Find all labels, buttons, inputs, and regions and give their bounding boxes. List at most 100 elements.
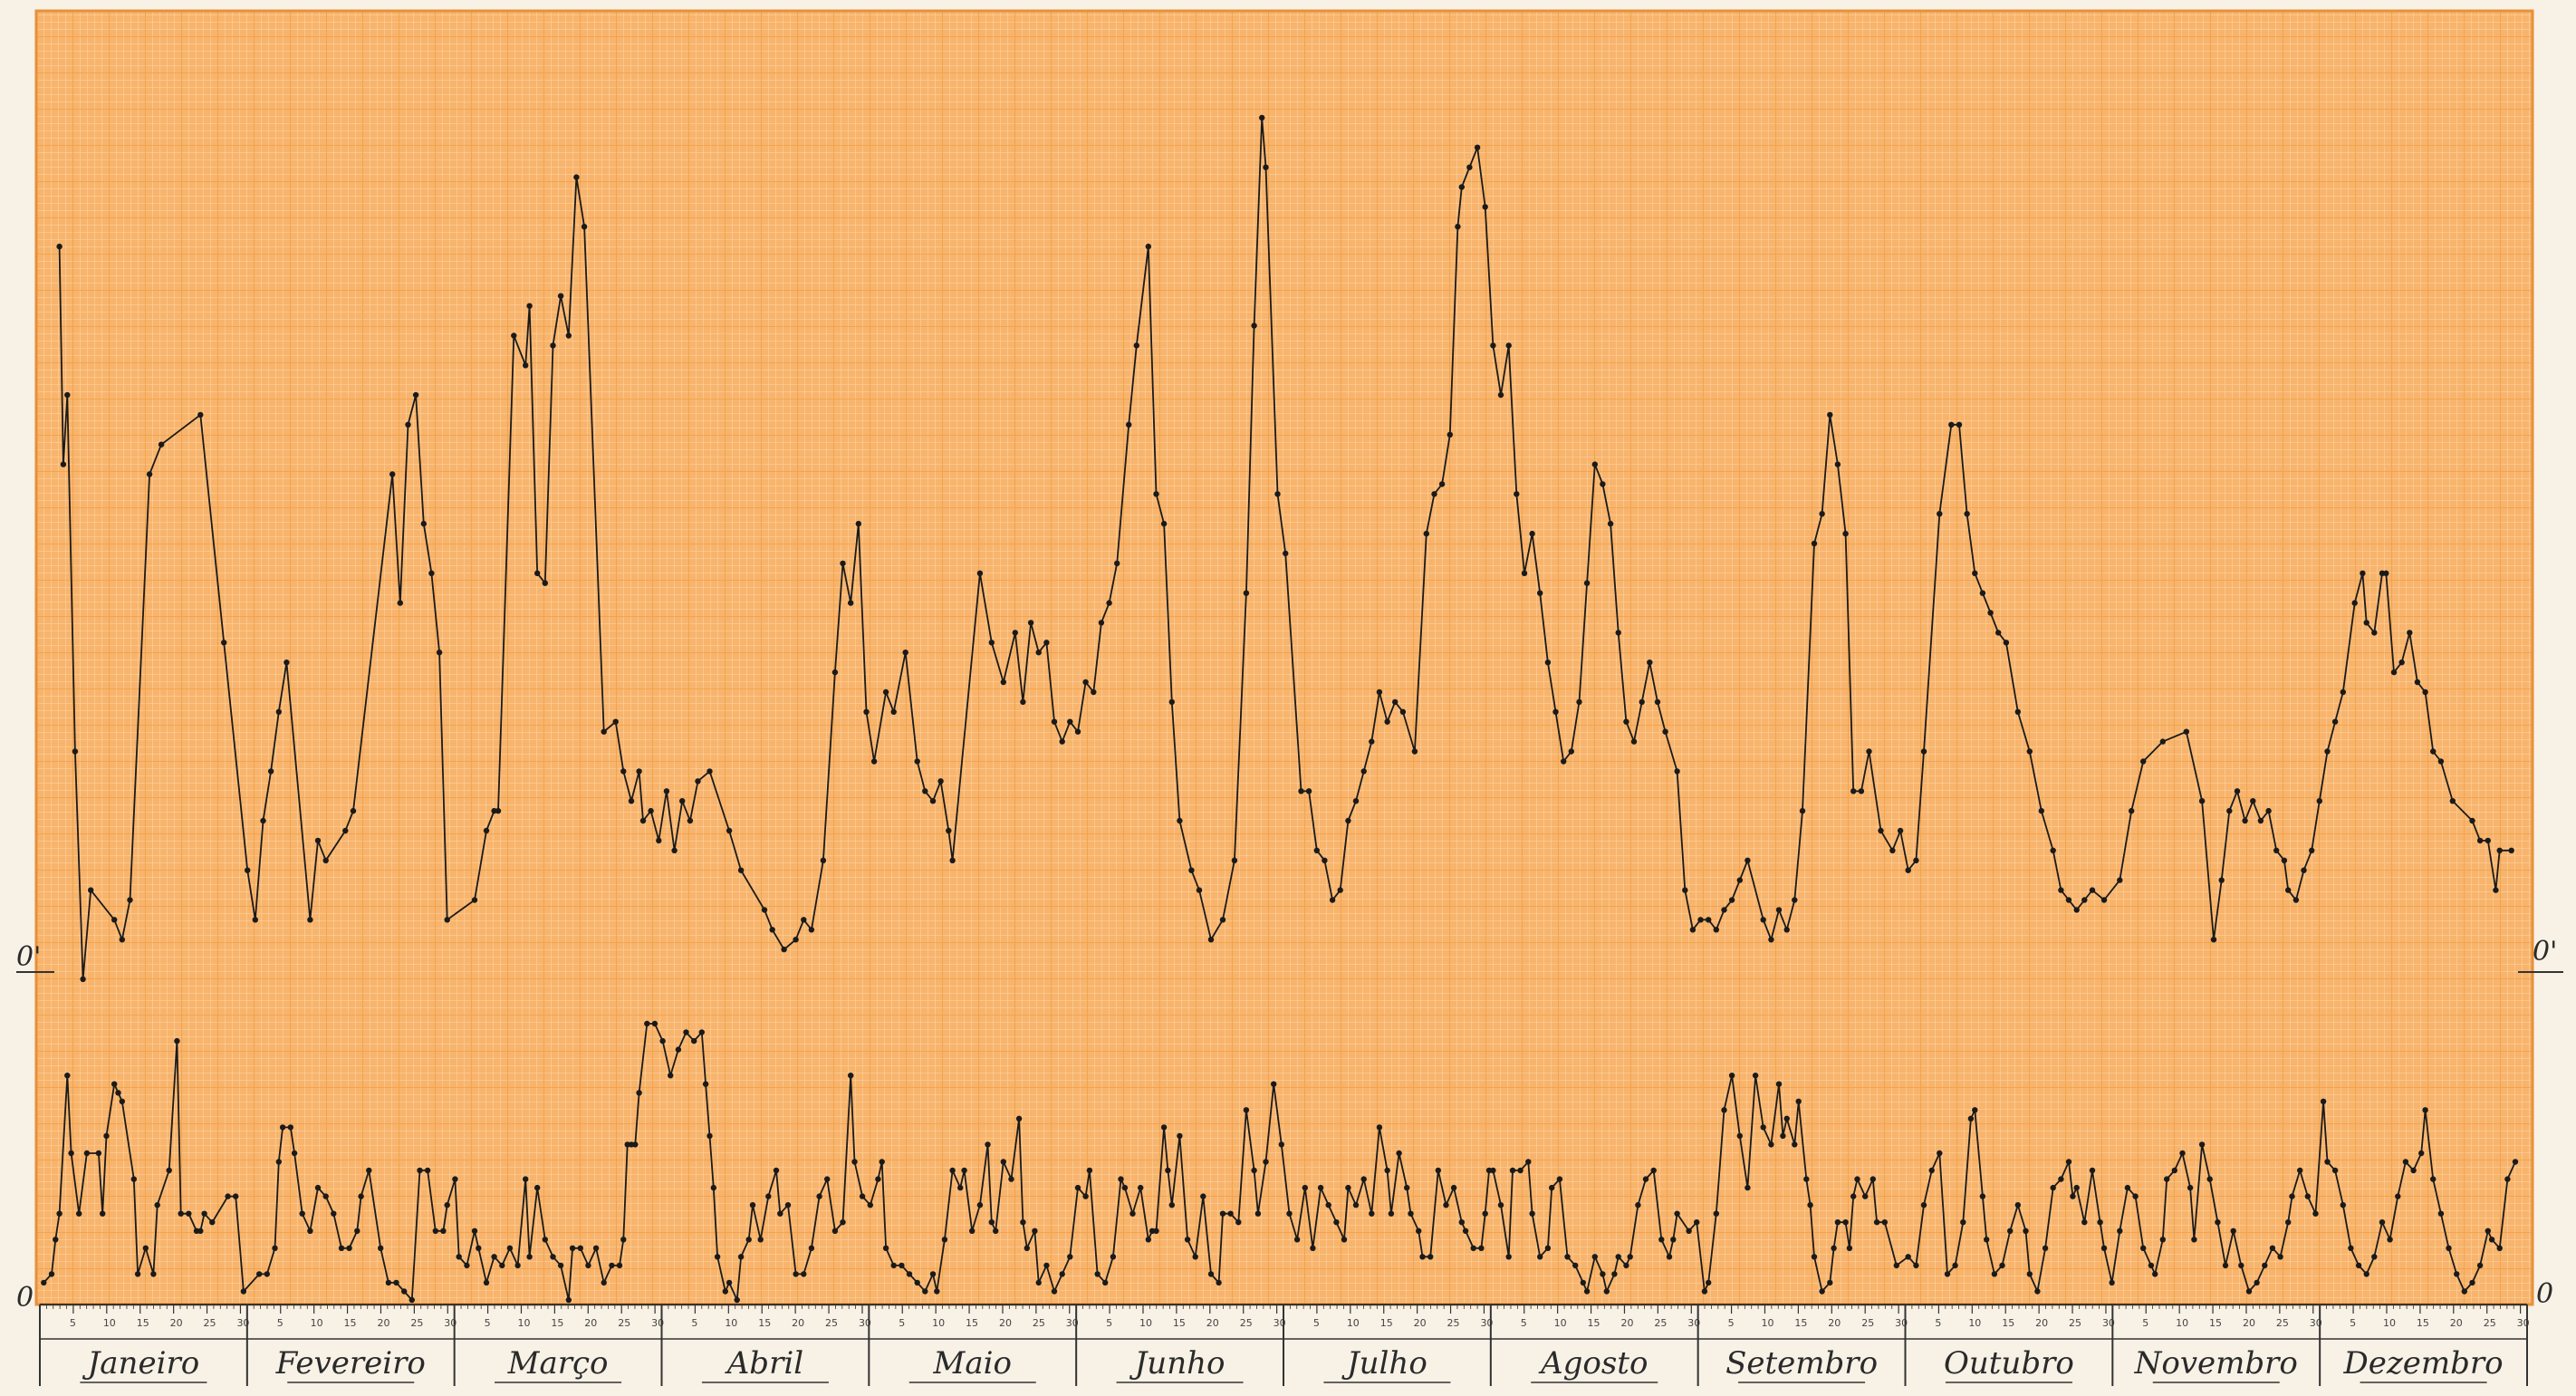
upper-series-point (2026, 748, 2033, 755)
lower-series-point (83, 1150, 91, 1157)
upper-series-point (2058, 887, 2064, 893)
lower-series-point (393, 1279, 399, 1286)
upper-series-point (267, 768, 274, 775)
lower-series-point (2023, 1228, 2029, 1235)
upper-series-point (1392, 698, 1399, 706)
upper-series-point (550, 342, 556, 349)
lower-series-point (331, 1210, 337, 1217)
lower-series-point (859, 1193, 866, 1199)
lower-series-point (354, 1228, 360, 1235)
lower-series-point (1694, 1219, 1700, 1226)
upper-series-point (2089, 887, 2096, 893)
upper-series-point (2493, 887, 2499, 893)
upper-series-point (1305, 788, 1312, 794)
upper-series-point (1000, 679, 1007, 686)
month-label-6: Junho (1129, 1345, 1226, 1382)
upper-series-point (1114, 560, 1120, 567)
lower-series-point (1435, 1167, 1442, 1174)
lower-series-point (592, 1245, 600, 1252)
lower-series-point (64, 1073, 71, 1079)
month-label-12: Dezembro (2343, 1345, 2504, 1382)
upper-series-point (639, 817, 647, 824)
lower-series-point (514, 1262, 521, 1269)
upper-series-point (1490, 342, 1496, 349)
upper-series-point (565, 332, 572, 339)
day-tick-label: 25 (1033, 1317, 1045, 1329)
lower-series-point (1121, 1184, 1129, 1191)
lower-series-point (2230, 1228, 2236, 1235)
upper-zero-label-left: 0' (16, 941, 41, 973)
lower-series-point (2206, 1176, 2213, 1182)
lower-series-point (322, 1193, 329, 1199)
upper-series-point (1458, 184, 1466, 190)
lower-series-point (1138, 1184, 1144, 1191)
day-tick-label: 20 (2450, 1317, 2463, 1329)
lower-series-point (1972, 1107, 1978, 1113)
day-tick-label: 5 (1728, 1317, 1735, 1329)
lower-series-point (890, 1262, 897, 1269)
upper-series-point (1576, 698, 1582, 706)
lower-series-point (1611, 1271, 1618, 1277)
lower-series-point (307, 1228, 313, 1235)
upper-series (56, 114, 2514, 983)
upper-series-point (2390, 669, 2398, 676)
lower-series-point (2446, 1245, 2452, 1252)
lower-series-point (2304, 1193, 2311, 1199)
upper-series-point (840, 560, 846, 567)
upper-series-point (1231, 857, 1238, 863)
lower-series-point (506, 1245, 514, 1252)
month-label-5: Maio (933, 1345, 1012, 1382)
lower-series-point (831, 1228, 839, 1235)
lower-series-point (2355, 1262, 2362, 1269)
day-tick-label: 20 (792, 1317, 804, 1329)
lower-series-point (2410, 1167, 2417, 1174)
upper-series-point (1775, 907, 1783, 913)
lower-series-point (1325, 1202, 1331, 1208)
lower-series-point (601, 1279, 607, 1286)
lower-series-point (1345, 1184, 1351, 1191)
lower-series-point (174, 1037, 180, 1045)
lower-series-point (409, 1296, 415, 1304)
upper-series-point (1035, 650, 1042, 656)
lower-series-point (1024, 1245, 1031, 1252)
lower-series-point (2026, 1271, 2033, 1277)
lower-series-point (1556, 1176, 1563, 1182)
upper-series-point (471, 897, 478, 903)
lower-series-point (745, 1237, 752, 1243)
lower-zero-label-right: 0 (2536, 1278, 2553, 1310)
lower-series-point (1352, 1202, 1360, 1208)
upper-series-point (1964, 511, 1970, 517)
lower-series-point (1216, 1279, 1222, 1286)
lower-series-point (1160, 1124, 1168, 1131)
lower-series-point (264, 1271, 270, 1277)
lower-series-point (2402, 1159, 2409, 1165)
upper-series-point (1630, 738, 1638, 745)
lower-series-point (1674, 1210, 1680, 1217)
upper-series-point (848, 600, 854, 606)
lower-series-point (765, 1193, 772, 1199)
lower-series-point (2371, 1254, 2378, 1260)
lower-series-point (444, 1202, 450, 1208)
upper-series-point (793, 937, 799, 943)
upper-series-point (1133, 342, 1140, 349)
upper-series-point (1067, 718, 1073, 725)
upper-series-point (534, 570, 541, 576)
lower-series-point (2277, 1254, 2283, 1260)
lower-series-point (2097, 1219, 2103, 1226)
lower-series-point (115, 1090, 121, 1096)
lower-series-point (1603, 1288, 1610, 1295)
upper-series-point (781, 946, 787, 953)
lower-series-point (233, 1193, 239, 1199)
lower-series-point (1443, 1202, 1449, 1208)
lower-series-point (1627, 1254, 1633, 1260)
lower-series-point (1059, 1271, 1065, 1277)
upper-series-point (1329, 897, 1336, 903)
day-tick-label: 15 (137, 1317, 149, 1329)
lower-series-point (557, 1262, 564, 1269)
lower-series-point (714, 1254, 721, 1260)
lower-series-point (279, 1124, 286, 1131)
lower-series-point (1819, 1288, 1825, 1295)
lower-series-point (2454, 1271, 2460, 1277)
lower-series-point (1207, 1271, 1215, 1277)
upper-series-point (1600, 481, 1606, 487)
